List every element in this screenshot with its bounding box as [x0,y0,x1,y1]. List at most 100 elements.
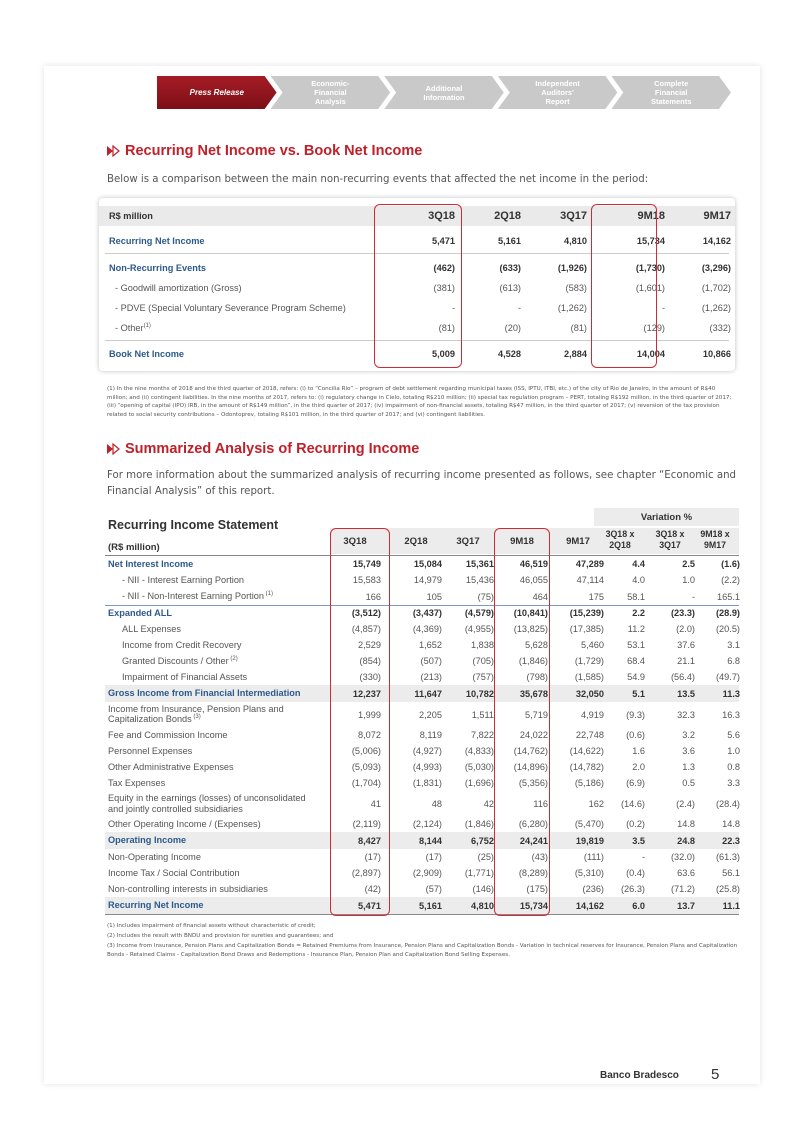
table2-cell: (5,006) [351,746,381,756]
table2-cell: 6.8 [727,656,740,666]
table2-cell: 14,162 [575,900,604,911]
table2-cell: (213) [420,672,442,682]
nav-tab-0[interactable]: Press Release [157,76,277,109]
table2-cell: (1,771) [464,868,494,878]
row-label-text: - NII - Non-Interest Earning Portion [122,591,264,602]
table2-cell: (25) [477,852,494,862]
table2-cell: 22,748 [575,730,604,740]
table2-cell: 53.1 [627,640,645,650]
table2-cell: 8,072 [358,730,381,740]
row-label-text: Equity in the earnings (losses) of uncon… [108,792,306,814]
table2-row-label: Tax Expenses [108,778,338,789]
table2-cell: (5,470) [574,819,604,829]
table2-row-label: Personnel Expenses [108,746,338,757]
nav-tab-1[interactable]: Economic- Financial Analysis [270,76,391,109]
table2-row: Income from Credit Recovery 2,529 1,652 1,8… [105,637,740,653]
table2-cell: (20.5) [715,624,740,634]
table2-cell: 15,583 [352,575,381,585]
table2-cell: 15,084 [413,559,442,569]
table1-cell: (1,730) [635,263,665,273]
table2-row: Other Administrative Expenses (5,093) (4,9… [105,759,740,775]
table2-row-label: Non-controlling interests in subsidiarie… [108,884,338,895]
table1-cell: (332) [709,323,731,333]
table2-cell: 22.3 [722,835,740,846]
table2-cell: (3,512) [351,608,381,618]
table2-cell: (2,897) [351,868,381,878]
table2-row-label: Non-Operating Income [108,852,338,863]
section-title-summarized-analysis: Summarized Analysis of Recurring Income [107,441,419,457]
table2-cell: 5,719 [525,709,548,720]
table2-cell: (1,846) [464,819,494,829]
nav-tab-3[interactable]: Independent Auditors' Report [497,76,618,109]
table2-cell: 58.1 [627,591,645,602]
table2-cell: 1,652 [419,640,442,650]
section-title-text: Summarized Analysis of Recurring Income [125,441,420,457]
table2-cell: (1,585) [574,672,604,682]
table2-cell: (14.6) [620,798,645,809]
table1-cell: 4,810 [564,236,587,246]
table2-var-header: 9M18 x 9M17 [700,529,730,550]
table2-cell: 2.2 [632,608,645,618]
table2-row-label: Equity in the earnings (losses) of uncon… [108,793,318,814]
table2-cell: (25.8) [715,884,740,894]
table2-cell: 5.6 [727,730,740,740]
table1-cell: (129) [643,323,665,333]
table2-cell: 4,810 [471,900,494,911]
table2-cell: 4.0 [632,575,645,585]
table1-separator [105,253,729,254]
table2-row-label: Other Operating Income / (Expenses) [108,819,338,830]
nav-tab-2[interactable]: Additional Information [384,76,504,109]
table2-row: Gross Income from Financial Intermediati… [105,685,740,702]
table1-row: Recurring Net Income 5,471 5,161 4,810 15,73… [99,231,735,251]
table2-cell: 8,144 [419,835,442,846]
table2-cell: (757) [472,672,494,682]
table2-row-band [105,897,739,914]
recurring-vs-book-table: R$ million 3Q18 2Q18 3Q17 9M18 9M17 Recurring … [99,198,735,371]
table2-cell: 11.3 [722,688,740,699]
table1-row-label: Book Net Income [109,349,184,359]
table2-cell: (5,093) [351,762,381,772]
table2-cell: (57) [425,884,442,894]
table2-cell: 3.1 [727,640,740,650]
row-label-text: Other Operating Income / (Expenses) [108,818,261,829]
table2-cell: (26.3) [620,884,645,894]
table2-cell: 15,734 [519,900,548,911]
table2-cell: 13.7 [677,900,695,911]
table2-col-header: 9M18 [510,536,534,547]
table1-header-row: R$ million 3Q18 2Q18 3Q17 9M18 9M17 [99,206,735,226]
table2-cell: 1.3 [682,762,695,772]
table2-cell: 15,361 [465,559,494,569]
table1-cell: - [517,303,521,313]
table2-bottom-rule [105,914,739,915]
table2-cell: 10,782 [465,688,494,699]
table2-row: Other Operating Income / (Expenses) (2,11… [105,816,740,832]
table2-cell: 63.6 [677,868,695,878]
table1-cell: - [661,303,665,313]
table2-cell: 14.8 [722,819,740,829]
table2-cell: (0.2) [626,819,645,829]
table2-cell: (1,831) [412,778,442,788]
table2-cell: (705) [472,656,494,666]
table2-footnote-2: (2) Includes the result with BNDU and pr… [107,932,334,939]
table2-cell: (10,841) [513,608,548,618]
table2-row: Granted Discounts / Other (2) (854) (507) (… [105,653,740,669]
table1-cell: (20) [504,323,521,333]
table2-row: Income from Insurance, Pension Plans and… [105,702,740,727]
table1-row-label: - Goodwill amortization (Gross) [115,283,242,293]
table2-cell: 21.1 [677,656,695,666]
table2-cell: (71.2) [670,884,695,894]
table1-cell: 14,162 [702,236,731,246]
section-nav: Press Release Economic- Financial Analysi… [157,76,731,109]
table1-col-header: 9M18 [637,210,665,222]
table2-cell: 162 [588,798,604,809]
table1-unit-label: R$ million [109,211,153,221]
nav-tab-4[interactable]: Complete Financial Statements [611,76,731,109]
row-label-text: Income Tax / Social Contribution [108,867,240,878]
table2-cell: 8,119 [419,730,442,740]
row-label-text: Recurring Net Income [108,900,204,911]
table1-row-label: Recurring Net Income [109,236,204,246]
row-label-text: Book Net Income [109,349,185,359]
table1-row-label: Non-Recurring Events [109,263,206,273]
table2-row: Operating Income 8,427 8,144 6,752 24,241 19,… [105,832,740,849]
table2-col-header: 3Q18 [343,536,367,547]
